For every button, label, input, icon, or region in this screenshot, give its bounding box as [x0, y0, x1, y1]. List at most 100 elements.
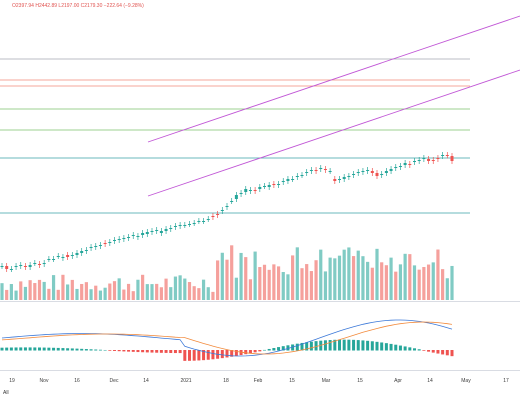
candle-body — [103, 243, 107, 244]
candle-body — [352, 174, 356, 175]
volume-bar — [436, 249, 440, 300]
macd-histogram-bar — [164, 350, 168, 353]
macd-histogram-bar — [342, 339, 346, 351]
volume-bar — [56, 289, 60, 300]
candle-body — [380, 174, 384, 175]
volume-bar — [445, 278, 449, 300]
macd-histogram-bar — [145, 350, 149, 353]
macd-histogram-bar — [295, 343, 299, 351]
candle-body — [42, 263, 46, 264]
volume-bar — [314, 260, 318, 300]
macd-histogram-bar — [5, 347, 9, 351]
macd-histogram-bar — [272, 348, 276, 351]
macd-histogram-bar — [450, 350, 454, 357]
macd-histogram-bar — [356, 340, 360, 351]
volume-bar — [351, 256, 356, 300]
volume-bar — [112, 281, 117, 300]
candle-body — [281, 181, 285, 182]
volume-bar — [333, 258, 337, 300]
volume-bar — [342, 249, 346, 300]
volume-bar — [206, 287, 210, 300]
x-tick-label: 15 — [357, 378, 363, 384]
candle-body — [136, 236, 140, 237]
candle-body — [61, 257, 65, 258]
candle-body — [14, 266, 18, 267]
candle-body — [263, 186, 266, 187]
volume-bar — [370, 267, 374, 300]
volume-bar — [337, 255, 342, 300]
volume-bar — [441, 269, 445, 300]
volume-bar — [305, 264, 309, 300]
volume-bar — [14, 290, 18, 300]
macd-histogram-bar — [23, 347, 27, 351]
macd-histogram-bar — [14, 347, 18, 351]
volume-bar — [33, 283, 37, 300]
macd-histogram-bar — [408, 347, 412, 351]
macd-histogram-bar — [436, 350, 440, 354]
candle-body — [131, 235, 135, 236]
macd-histogram-bar — [300, 342, 304, 351]
macd-histogram-bar — [286, 345, 290, 351]
macd-histogram-bar — [197, 350, 201, 361]
volume-bar — [262, 264, 267, 300]
volume-bar — [178, 275, 182, 300]
candle-body — [277, 184, 281, 185]
x-axis: 19 Nov 16 Dec 14 2021 18 Feb 15 Mar 15 Apr 14 May 17 — [9, 378, 509, 384]
volume-bar — [183, 278, 187, 300]
volume-bar — [239, 252, 243, 300]
volume-bar — [108, 283, 112, 300]
volume-bar — [131, 291, 135, 300]
macd-histogram-bar — [33, 347, 37, 351]
macd-histogram-bar — [277, 347, 281, 351]
volume-bar — [300, 268, 304, 300]
candle-body — [234, 195, 238, 199]
macd-histogram-bar — [258, 350, 262, 352]
volume-bar — [5, 289, 9, 300]
volume-bar — [51, 275, 56, 300]
candle-body — [173, 226, 177, 227]
channel-lower-line — [147, 69, 520, 197]
volume-bar — [211, 291, 215, 300]
macd-histogram-bar — [38, 347, 41, 351]
volume-bar — [234, 277, 238, 300]
macd-histogram-bar — [192, 350, 196, 361]
volume-bar — [23, 286, 28, 300]
candle-body — [408, 164, 412, 165]
timeframe-all-button[interactable]: All — [3, 390, 9, 396]
macd-histogram-bar — [267, 348, 271, 351]
candle-body — [323, 169, 327, 170]
candle-body — [436, 158, 440, 159]
macd-histogram-bar — [305, 342, 309, 351]
candle-body — [117, 239, 121, 240]
volume-bar — [258, 267, 262, 300]
channel-upper-line — [147, 15, 520, 143]
candle-body — [338, 179, 341, 180]
volume-bar — [136, 279, 140, 300]
candle-body — [333, 179, 337, 181]
volume-bar — [169, 287, 173, 300]
volume-bars — [0, 245, 454, 300]
volume-bar — [0, 283, 4, 300]
volume-bar — [173, 276, 178, 300]
volume-bar — [356, 250, 360, 300]
candle-body — [70, 255, 74, 256]
volume-bar — [375, 248, 379, 300]
macd-histogram-bar — [413, 348, 416, 351]
macd-histogram-bar — [108, 350, 112, 351]
macd-histogram-bar — [117, 350, 121, 352]
volume-bar — [398, 264, 403, 300]
candle-body — [5, 266, 9, 269]
macd-panel — [0, 319, 454, 361]
volume-bar — [380, 262, 384, 300]
candle-body — [300, 175, 304, 176]
volume-bar — [347, 247, 351, 300]
volume-bar — [94, 285, 98, 300]
candle-body — [272, 184, 276, 185]
candle-body — [384, 171, 388, 173]
macd-histogram-bar — [150, 350, 154, 353]
macd-histogram-bar — [42, 347, 46, 351]
candle-body — [291, 179, 295, 180]
macd-histogram-bar — [28, 347, 32, 351]
candle-body — [19, 265, 23, 266]
